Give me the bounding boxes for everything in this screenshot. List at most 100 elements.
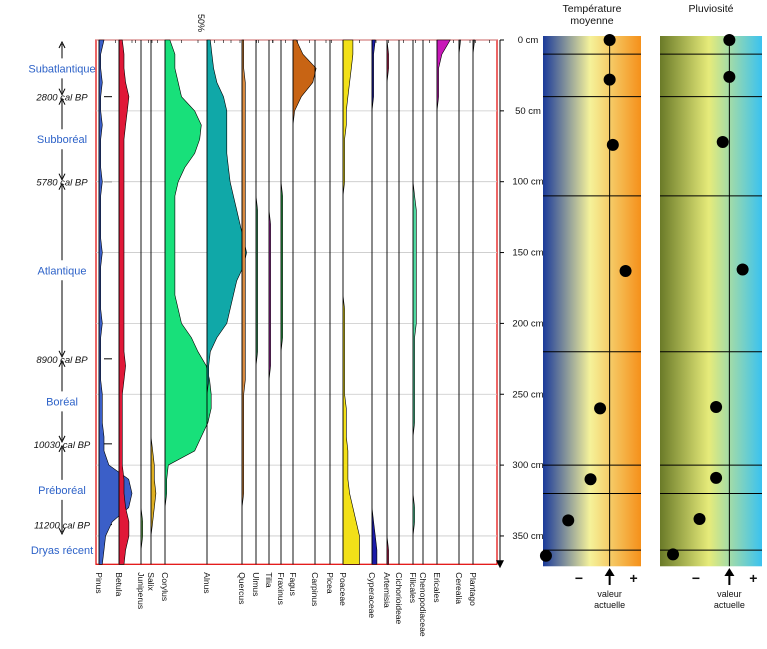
climate-point xyxy=(667,548,680,561)
climate-point xyxy=(710,401,723,414)
arrow-icon xyxy=(724,568,735,576)
climate-title: moyenne xyxy=(570,15,613,27)
arrow-head xyxy=(58,182,66,190)
climate-panel-bg xyxy=(660,36,762,567)
taxon-label: Betula xyxy=(114,572,124,596)
depth-tick-label: 350 cm xyxy=(512,531,543,542)
depth-tick-label: 50 cm xyxy=(515,106,541,117)
pollen-curve-fagus xyxy=(292,39,317,565)
pollen-curve-pinus xyxy=(98,39,133,565)
depth-axis: 0 cm 50 cm 100 cm 150 cm 200 cm 250 cm 300 cm 3… xyxy=(496,35,544,569)
climate-title: Température xyxy=(563,3,622,15)
date-label: 2800 cal BP xyxy=(35,93,88,104)
arrow-head xyxy=(58,435,66,443)
taxon-label: Ulmus xyxy=(251,572,261,596)
plus-label: + xyxy=(630,570,638,586)
date-label: 10030 cal BP xyxy=(34,440,91,451)
period-label: Subatlantique xyxy=(28,63,95,75)
climate-title: Pluviosité xyxy=(689,3,734,15)
climate-point xyxy=(693,512,706,525)
taxon-label: Cerealia xyxy=(454,572,464,604)
depth-tick-label: 250 cm xyxy=(512,389,543,400)
date-label: 5780 cal BP xyxy=(36,178,88,189)
taxon-label: Pinus xyxy=(94,572,104,593)
depth-tick-label: 300 cm xyxy=(512,460,543,471)
minus-label: − xyxy=(692,570,700,586)
taxon-label: Juniperus xyxy=(136,572,146,609)
depth-tick-label: 200 cm xyxy=(512,318,543,329)
period-label: Subboréal xyxy=(37,134,87,146)
climate-point xyxy=(710,471,723,484)
date-label: 11200 cal BP xyxy=(34,521,90,532)
climate-point xyxy=(716,136,729,149)
period-label: Préboréal xyxy=(38,485,86,497)
taxon-label: Chenopodiaceae xyxy=(418,572,428,637)
plus-label: + xyxy=(749,570,757,586)
minus-label: − xyxy=(575,570,583,586)
taxon-label: Cichorioideae xyxy=(394,572,404,624)
taxon-label: Cyperaceae xyxy=(367,572,377,618)
climate-point xyxy=(603,34,616,46)
climate-point xyxy=(723,34,736,46)
climate-point xyxy=(603,73,616,86)
period-label: Boréal xyxy=(46,396,78,408)
arrow-label: actuelle xyxy=(714,600,745,610)
taxon-label: Tilia xyxy=(264,572,274,588)
taxon-label: Artemisia xyxy=(382,572,392,608)
arrow-head xyxy=(58,359,66,368)
taxon-label: Quercus xyxy=(237,572,247,604)
date-label: 8900 cal BP xyxy=(36,355,88,366)
arrow-head xyxy=(58,350,66,358)
arrow-label: valeur xyxy=(717,589,742,599)
arrow-label: actuelle xyxy=(594,600,625,610)
taxon-label: Salix xyxy=(146,572,156,591)
climate-point xyxy=(539,549,552,562)
pollen-curve-betula xyxy=(118,39,130,565)
pollen-curve-cyperaceae xyxy=(371,39,378,565)
taxon-label: Picea xyxy=(325,572,335,594)
taxon-label: Filicales xyxy=(408,572,418,603)
taxon-label: Ericales xyxy=(432,572,442,602)
taxon-label: Plantago xyxy=(468,572,478,606)
taxon-label: Poaceae xyxy=(338,572,348,606)
pollen-curve-alnus xyxy=(206,39,247,565)
depth-tick-label: 150 cm xyxy=(512,248,543,259)
climate-point xyxy=(562,514,575,527)
taxon-label: Alnus xyxy=(202,572,212,593)
pollen-curve-salix xyxy=(150,40,157,565)
climate-panel-bg xyxy=(543,36,641,567)
taxon-label: Fraxinus xyxy=(276,572,286,605)
taxon-label: Fagus xyxy=(288,572,298,596)
arrow-label: valeur xyxy=(597,589,622,599)
pollen-curve-ericales xyxy=(436,39,451,565)
taxon-label: Corylus xyxy=(160,572,170,601)
period-labels: Subatlantique Subboréal Atlantique Boréal Pr… xyxy=(28,40,112,557)
pollen-curve-poaceae xyxy=(342,39,360,565)
pollen-curves: Pinus Betula Juniperus Salix Corylus Alnus Que… xyxy=(94,39,498,637)
arrow-head xyxy=(58,173,66,181)
scale-label: 50% xyxy=(196,14,206,32)
arrow-head xyxy=(58,40,66,49)
taxon-label: Carpinus xyxy=(310,572,320,606)
depth-arrow xyxy=(496,560,504,569)
climate-point xyxy=(606,138,619,151)
arrow-head xyxy=(58,527,66,536)
pollen-curve-quercus xyxy=(241,39,246,565)
climate-point xyxy=(594,402,607,415)
pollen-curve-corylus xyxy=(164,39,212,565)
arrow-head xyxy=(58,444,66,453)
depth-tick-label: 0 cm xyxy=(518,35,539,46)
arrow-head xyxy=(58,97,66,105)
climate-point xyxy=(736,263,749,276)
depth-tick-label: 100 cm xyxy=(512,177,543,188)
arrow-icon xyxy=(604,568,615,576)
climate-point xyxy=(723,70,736,83)
period-label: Atlantique xyxy=(38,265,87,277)
climate-point xyxy=(619,264,632,277)
climate-point xyxy=(584,473,597,486)
pollen-curve-filicales xyxy=(412,40,417,565)
arrow-head xyxy=(58,88,66,96)
period-label: Dryas récent xyxy=(31,545,93,557)
